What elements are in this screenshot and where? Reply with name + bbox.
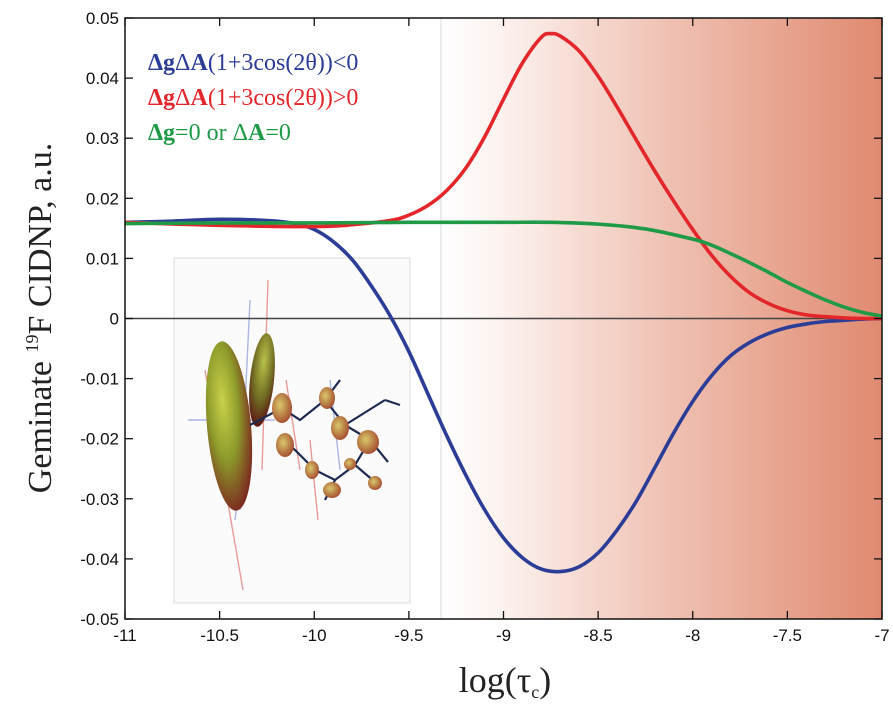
legend-entry-2: Δg=0 or ΔA=0 [148,120,291,146]
series-line-0 [124,217,883,574]
x-tick-label: -10 [302,626,327,645]
second-ellipsoid [249,333,275,427]
y-tick-label: 0 [110,310,119,329]
legend: ΔgΔA(1+3cos(2θ))<0 ΔgΔA(1+3cos(2θ))>0 Δg=0… [148,50,358,146]
x-tick-label: -11 [113,626,136,645]
y-tick-label: 0.03 [86,129,119,148]
x-tick-label: -8.5 [583,626,612,645]
x-tick-label: -7.5 [773,626,802,645]
x-tick-label: -7 [874,626,889,645]
large-ellipsoid [205,341,253,511]
series-line-1 [124,31,883,321]
y-axis-ticks: -0.05 -0.04 -0.03 -0.02 -0.01 0 0.01 0.02 0.03 0.… [80,9,882,629]
y-tick-label: -0.03 [80,490,119,509]
legend-entry-0: ΔgΔA(1+3cos(2θ))<0 [148,50,358,76]
x-tick-label: -8 [685,626,700,645]
molecule-inset [173,257,411,604]
y-tick-label: -0.02 [80,430,119,449]
legend-entry-1: ΔgΔA(1+3cos(2θ))>0 [148,85,358,111]
y-tick-label: 0.04 [86,69,119,88]
series-group [124,31,883,574]
y-tick-label: -0.01 [80,370,119,389]
atom-ellipsoids [272,387,382,498]
x-tick-label: -10.5 [200,626,239,645]
y-tick-label: -0.05 [80,610,119,629]
x-tick-label: -9 [496,626,511,645]
y-tick-label: 0.01 [86,249,119,268]
y-tick-label: -0.04 [80,550,119,569]
x-axis-title: log(τc) [459,660,551,702]
x-tick-label: -9.5 [394,626,423,645]
y-axis-title: Geminate 19F CIDNP, a.u. [22,143,59,493]
series-line-2 [124,220,883,318]
y-tick-label: 0.05 [86,9,119,28]
y-tick-label: 0.02 [86,189,119,208]
x-axis-ticks: -11 -10.5 -10 -9.5 -9 -8.5 -8 -7.5 -7 [113,18,890,645]
